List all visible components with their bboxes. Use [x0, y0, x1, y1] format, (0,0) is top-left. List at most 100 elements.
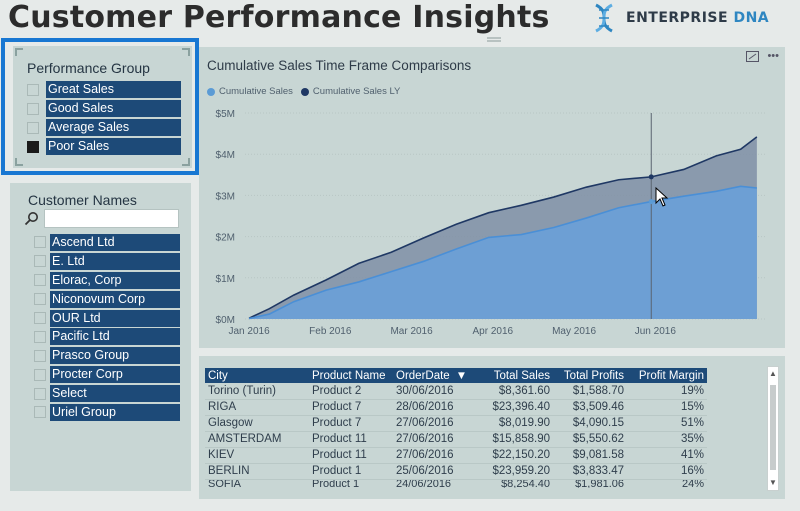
table-row[interactable]: RIGA Product 7 28/06/2016 $23,396.40 $3,509.… — [205, 399, 707, 416]
table-cell: 16% — [627, 463, 707, 480]
checkbox[interactable] — [34, 406, 46, 419]
customer-item[interactable]: Niconovum Corp — [34, 290, 180, 309]
table-cell: Product 2 — [309, 383, 393, 400]
column-header-label: City — [208, 369, 228, 382]
customer-item[interactable]: E. Ltd — [34, 252, 180, 271]
chart-plot[interactable]: $0M $1M $2M $3M $4M $5M Jan 2016 Feb 2016 Mar 20… — [199, 47, 785, 348]
slicer-item-great-sales[interactable]: Great Sales — [27, 80, 181, 99]
customer-item-label: Select — [50, 385, 180, 403]
column-header[interactable]: Total Profits — [553, 368, 627, 383]
customer-item[interactable]: Elorac, Corp — [34, 271, 180, 290]
customer-item[interactable]: Prasco Group — [34, 346, 180, 365]
customer-item[interactable]: Pacific Ltd — [34, 327, 180, 346]
table-cell: $3,509.46 — [553, 399, 627, 416]
checkbox[interactable] — [34, 236, 46, 249]
scroll-up-icon[interactable]: ▲ — [769, 369, 777, 378]
checkbox[interactable] — [27, 83, 39, 96]
column-header[interactable]: Profit Margin — [627, 368, 707, 383]
column-header[interactable]: OrderDate ▼ — [393, 368, 481, 383]
table-cell: $1,588.70 — [553, 383, 627, 400]
sales-table-panel[interactable]: City Product Name OrderDate ▼ Total Sales Tot… — [199, 356, 785, 499]
table-cell: $4,090.15 — [553, 415, 627, 432]
table-cell: $8,361.60 — [481, 383, 553, 400]
customer-item-label: Ascend Ltd — [50, 233, 180, 251]
checkbox[interactable] — [34, 368, 46, 381]
slicer-item-label: Good Sales — [46, 100, 181, 117]
table-scrollbar[interactable]: ▲ ▼ — [767, 366, 779, 491]
table-cell: $3,833.47 — [553, 463, 627, 480]
slicer-item-good-sales[interactable]: Good Sales — [27, 99, 181, 118]
checkbox[interactable] — [34, 274, 46, 287]
checkbox[interactable] — [34, 330, 46, 343]
y-tick-label: $1M — [216, 274, 235, 285]
table-cell: $22,150.20 — [481, 447, 553, 464]
table-cell: Glasgow — [205, 415, 309, 432]
table-row[interactable]: KIEV Product 11 27/06/2016 $22,150.20 $9,081… — [205, 447, 707, 464]
column-header[interactable]: City — [205, 368, 309, 383]
drag-handle-icon[interactable] — [487, 37, 501, 43]
table-cell: 35% — [627, 431, 707, 448]
slicer-item-average-sales[interactable]: Average Sales — [27, 118, 181, 137]
y-tick-label: $5M — [216, 109, 235, 120]
checkbox[interactable] — [34, 312, 46, 324]
customer-item-label: Prasco Group — [50, 347, 180, 365]
customer-names-slicer[interactable]: Customer Names Ascend Ltd E. Ltd Elorac, C… — [10, 183, 191, 491]
customer-item[interactable]: OUR Ltd — [34, 309, 180, 328]
table-cell: Product 1 — [312, 479, 360, 488]
checkbox[interactable] — [34, 387, 46, 400]
x-tick-label: Mar 2016 — [390, 326, 433, 337]
mouse-cursor-icon — [655, 186, 669, 207]
customer-item[interactable]: Ascend Ltd — [34, 233, 180, 252]
resize-handle[interactable] — [182, 48, 190, 56]
customer-item-label: Procter Corp — [50, 366, 180, 384]
focus-mode-icon[interactable] — [746, 50, 760, 62]
scroll-down-icon[interactable]: ▼ — [769, 478, 777, 487]
table-cell: 41% — [627, 447, 707, 464]
brand-prefix: ENTERPRISE — [626, 10, 729, 26]
customer-item-label: Elorac, Corp — [50, 271, 180, 289]
table-row[interactable]: Glasgow Product 7 27/06/2016 $8,019.90 $4,09… — [205, 415, 707, 432]
resize-handle[interactable] — [15, 158, 23, 166]
table-cell: 19% — [627, 383, 707, 400]
scroll-thumb[interactable] — [770, 385, 776, 470]
customer-search-input[interactable] — [44, 209, 179, 228]
sort-descending-icon[interactable]: ▼ — [455, 369, 468, 382]
column-header-label: OrderDate — [396, 369, 450, 382]
table-row[interactable]: AMSTERDAM Product 11 27/06/2016 $15,858.90 $… — [205, 431, 707, 448]
cumulative-sales-chart[interactable]: ••• Cumulative Sales Time Frame Comparis… — [199, 37, 785, 348]
checkbox-checked[interactable] — [27, 140, 39, 153]
chart-legend: Cumulative Sales Cumulative Sales LY — [207, 86, 400, 97]
table-cell: $5,550.62 — [553, 431, 627, 448]
checkbox[interactable] — [34, 293, 46, 306]
table-row[interactable]: BERLIN Product 1 25/06/2016 $23,959.20 $3,83… — [205, 463, 707, 480]
customer-item[interactable]: Uriel Group — [34, 403, 180, 422]
y-tick-label: $4M — [216, 150, 235, 161]
legend-dot-cumulative-sales-ly — [300, 87, 309, 96]
customer-item[interactable]: Procter Corp — [34, 365, 180, 384]
column-header[interactable]: Total Sales — [481, 368, 553, 383]
slicer-item-poor-sales[interactable]: Poor Sales — [27, 137, 181, 156]
table-cell: RIGA — [205, 399, 309, 416]
customer-item[interactable]: Select — [34, 384, 180, 403]
resize-handle[interactable] — [15, 48, 23, 56]
performance-group-slicer[interactable]: Performance Group Great Sales Good Sales… — [13, 46, 192, 168]
resize-handle[interactable] — [182, 158, 190, 166]
sales-table: City Product Name OrderDate ▼ Total Sales Tot… — [205, 368, 707, 488]
table-cell: $8,254.40 — [501, 479, 550, 488]
checkbox[interactable] — [27, 102, 39, 115]
table-row[interactable]: SOFIA Product 1 24/06/2016 $8,254.40 $1,981.… — [205, 479, 707, 488]
slicer-item-label: Poor Sales — [46, 138, 181, 155]
table-cell: 27/06/2016 — [393, 447, 481, 464]
table-row[interactable]: Torino (Turin) Product 2 30/06/2016 $8,361.… — [205, 383, 707, 400]
column-header[interactable]: Product Name — [309, 368, 393, 383]
table-cell: SOFIA — [208, 479, 242, 488]
more-options-icon[interactable]: ••• — [767, 50, 779, 62]
area-cumulative-sales — [249, 186, 757, 319]
checkbox[interactable] — [34, 255, 46, 268]
table-cell: BERLIN — [205, 463, 309, 480]
checkbox[interactable] — [27, 121, 39, 134]
table-cell: Torino (Turin) — [205, 383, 309, 400]
checkbox[interactable] — [34, 349, 46, 362]
customer-item-label: Niconovum Corp — [50, 290, 180, 308]
customer-item-label: OUR Ltd — [50, 309, 180, 327]
